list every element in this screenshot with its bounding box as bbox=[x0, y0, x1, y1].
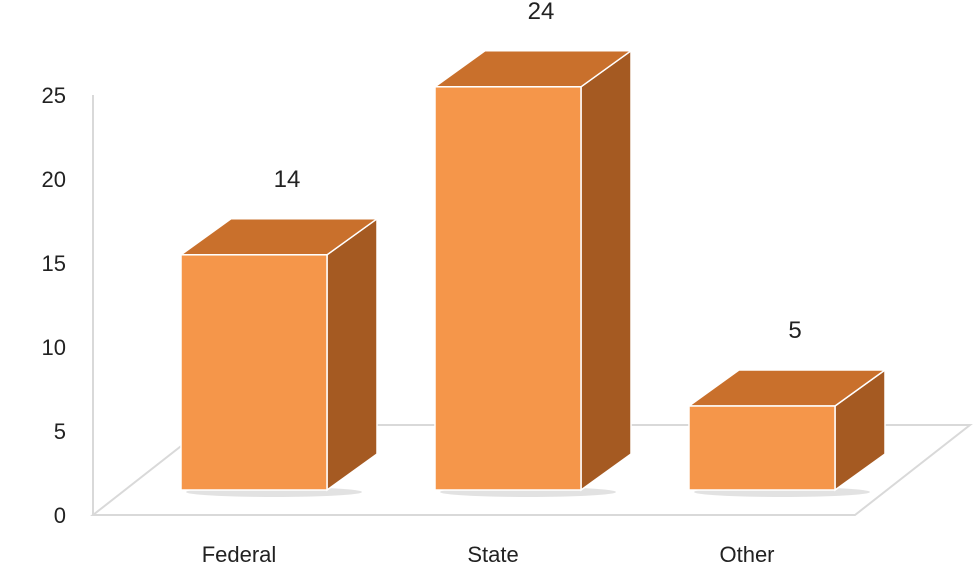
y-tick-label: 20 bbox=[42, 167, 66, 192]
category-label: Other bbox=[719, 542, 774, 567]
y-tick-label: 10 bbox=[42, 335, 66, 360]
bar-side-face bbox=[580, 49, 632, 492]
bar bbox=[434, 86, 582, 491]
y-tick-label: 5 bbox=[54, 419, 66, 444]
category-label: State bbox=[467, 542, 518, 567]
y-tick-label: 15 bbox=[42, 251, 66, 276]
bar-side-face bbox=[326, 217, 378, 492]
data-label: 5 bbox=[788, 317, 801, 344]
y-tick-label: 0 bbox=[54, 503, 66, 528]
data-label: 24 bbox=[528, 0, 555, 25]
bar bbox=[688, 405, 836, 491]
data-label: 14 bbox=[274, 166, 301, 193]
y-tick-label: 25 bbox=[42, 83, 66, 108]
category-label: Federal bbox=[202, 542, 277, 567]
bars bbox=[178, 49, 888, 497]
labels: 0 5 10 15 20 25 14 Federal 24 State 5 Other bbox=[42, 0, 802, 567]
bar bbox=[180, 254, 328, 491]
